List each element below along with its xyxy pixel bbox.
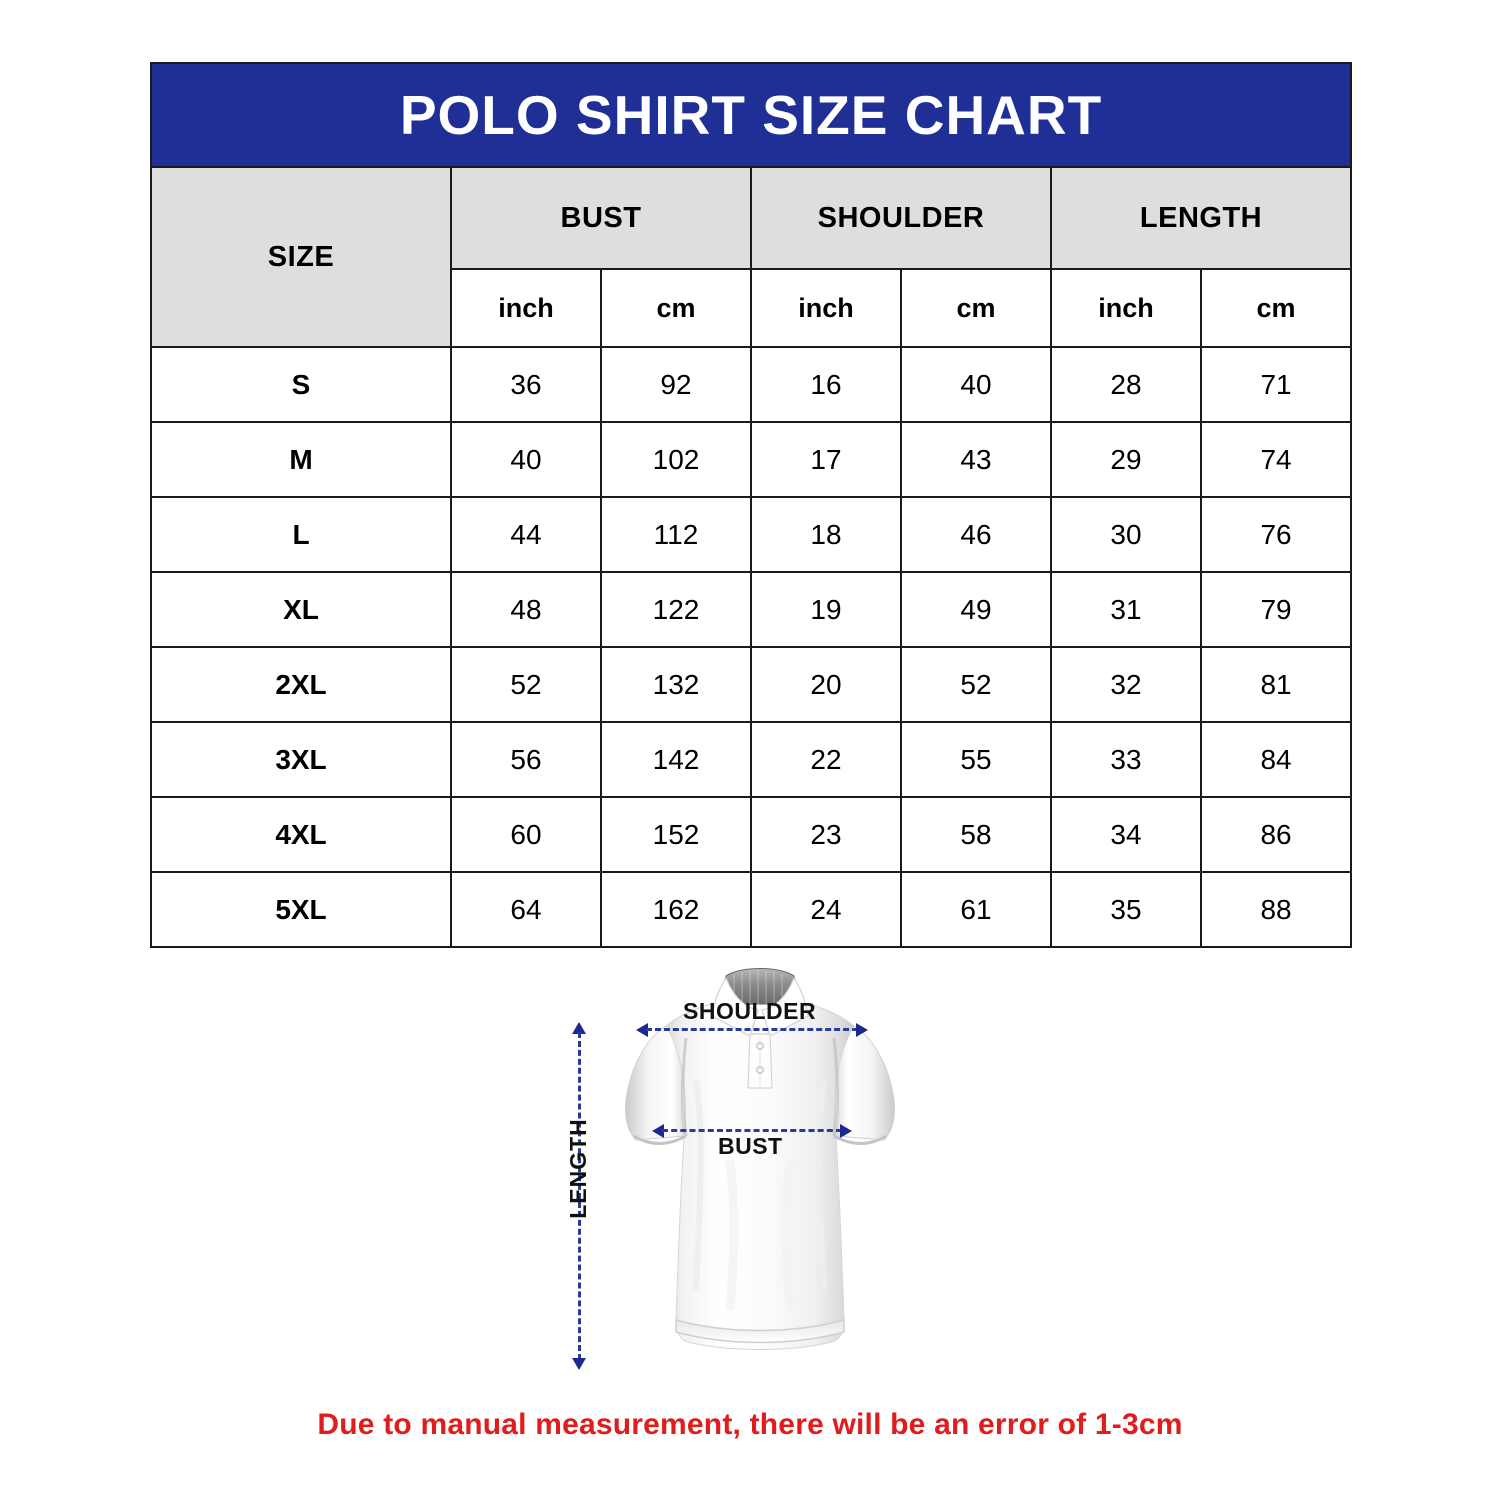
cell-size: 5XL <box>150 871 452 948</box>
cell-bust-inch: 44 <box>450 496 602 573</box>
cell-length-inch: 30 <box>1050 496 1202 573</box>
cell-bust-cm: 162 <box>600 871 752 948</box>
arrow-left-icon <box>636 1023 648 1037</box>
dashed-line <box>646 1028 858 1031</box>
cell-shoulder-cm: 40 <box>900 346 1052 423</box>
cell-bust-cm: 122 <box>600 571 752 648</box>
cell-shoulder-inch: 22 <box>750 721 902 798</box>
arrow-right-icon <box>840 1124 852 1138</box>
cell-length-cm: 86 <box>1199 796 1353 873</box>
cell-length-inch: 31 <box>1050 571 1202 648</box>
measurement-disclaimer: Due to manual measurement, there will be… <box>317 1408 1183 1441</box>
cell-shoulder-cm: 58 <box>900 796 1052 873</box>
cell-size: S <box>150 346 452 423</box>
unit-header-length-cm: cm <box>1199 268 1353 348</box>
group-header-row: SIZE BUST SHOULDER LENGTH <box>150 166 1353 348</box>
length-measure-label: LENGTH <box>564 1118 591 1219</box>
cell-length-cm: 81 <box>1199 646 1353 723</box>
cell-shoulder-inch: 20 <box>750 646 902 723</box>
column-header-shoulder: SHOULDER <box>750 166 1052 270</box>
cell-shoulder-inch: 24 <box>750 871 902 948</box>
size-chart-table-container: POLO SHIRT SIZE CHART SIZE BUST SHOULDER… <box>149 62 1353 948</box>
cell-bust-inch: 56 <box>450 721 602 798</box>
cell-length-inch: 33 <box>1050 721 1202 798</box>
unit-header-bust-inch: inch <box>450 268 602 348</box>
column-header-size: SIZE <box>150 166 452 348</box>
cell-bust-inch: 52 <box>450 646 602 723</box>
unit-header-row: inch cm inch cm inch cm <box>151 268 1353 348</box>
cell-length-cm: 71 <box>1199 346 1353 423</box>
dashed-line <box>578 1032 581 1360</box>
cell-length-inch: 29 <box>1050 421 1202 498</box>
cell-shoulder-inch: 19 <box>750 571 902 648</box>
cell-bust-inch: 36 <box>450 346 602 423</box>
table-row: M 40 102 17 43 29 74 <box>150 421 1353 498</box>
table-row: 5XL 64 162 24 61 35 88 <box>150 871 1353 948</box>
shoulder-measure-arrow <box>636 1023 868 1037</box>
cell-bust-inch: 40 <box>450 421 602 498</box>
table-row: S 36 92 16 40 28 71 <box>150 346 1353 423</box>
table-row: L 44 112 18 46 30 76 <box>150 496 1353 573</box>
cell-length-inch: 28 <box>1050 346 1202 423</box>
cell-shoulder-inch: 18 <box>750 496 902 573</box>
unit-header-length-inch: inch <box>1050 268 1202 348</box>
cell-shoulder-cm: 55 <box>900 721 1052 798</box>
table-body: S 36 92 16 40 28 71 M 40 102 17 43 29 74… <box>150 346 1353 948</box>
polo-shirt-illustration <box>600 960 920 1370</box>
page-title: POLO SHIRT SIZE CHART <box>149 62 1353 168</box>
cell-shoulder-cm: 46 <box>900 496 1052 573</box>
dashed-line <box>662 1129 842 1132</box>
length-measure-arrow <box>572 1022 586 1370</box>
cell-size: M <box>150 421 452 498</box>
arrow-right-icon <box>856 1023 868 1037</box>
unit-header-shoulder-cm: cm <box>900 268 1052 348</box>
cell-bust-cm: 152 <box>600 796 752 873</box>
arrow-up-icon <box>572 1022 586 1034</box>
table-head: POLO SHIRT SIZE CHART SIZE BUST SHOULDER… <box>149 62 1353 348</box>
table-row: 4XL 60 152 23 58 34 86 <box>150 796 1353 873</box>
cell-shoulder-cm: 52 <box>900 646 1052 723</box>
column-header-length: LENGTH <box>1049 166 1353 270</box>
column-header-bust: BUST <box>450 166 752 270</box>
cell-length-inch: 35 <box>1050 871 1202 948</box>
cell-length-cm: 74 <box>1199 421 1353 498</box>
unit-header-bust-cm: cm <box>600 268 752 348</box>
cell-bust-cm: 132 <box>600 646 752 723</box>
cell-shoulder-inch: 23 <box>750 796 902 873</box>
cell-length-cm: 76 <box>1199 496 1353 573</box>
table-row: 2XL 52 132 20 52 32 81 <box>150 646 1353 723</box>
cell-bust-inch: 48 <box>450 571 602 648</box>
cell-bust-inch: 60 <box>450 796 602 873</box>
cell-size: 2XL <box>150 646 452 723</box>
cell-bust-cm: 92 <box>600 346 752 423</box>
cell-bust-inch: 64 <box>450 871 602 948</box>
arrow-down-icon <box>572 1358 586 1370</box>
unit-header-shoulder-inch: inch <box>750 268 902 348</box>
cell-size: XL <box>150 571 452 648</box>
cell-shoulder-inch: 16 <box>750 346 902 423</box>
cell-size: 3XL <box>150 721 452 798</box>
cell-shoulder-inch: 17 <box>750 421 902 498</box>
cell-shoulder-cm: 61 <box>900 871 1052 948</box>
cell-bust-cm: 102 <box>600 421 752 498</box>
table-row: 3XL 56 142 22 55 33 84 <box>150 721 1353 798</box>
cell-length-cm: 84 <box>1199 721 1353 798</box>
bust-measure-label: BUST <box>718 1133 783 1159</box>
cell-shoulder-cm: 49 <box>900 571 1052 648</box>
size-chart-table: POLO SHIRT SIZE CHART SIZE BUST SHOULDER… <box>149 62 1353 948</box>
cell-length-inch: 34 <box>1050 796 1202 873</box>
cell-shoulder-cm: 43 <box>900 421 1052 498</box>
cell-bust-cm: 142 <box>600 721 752 798</box>
cell-length-cm: 88 <box>1199 871 1353 948</box>
cell-bust-cm: 112 <box>600 496 752 573</box>
shoulder-measure-label: SHOULDER <box>683 998 817 1024</box>
title-row: POLO SHIRT SIZE CHART <box>149 62 1353 168</box>
cell-length-inch: 32 <box>1050 646 1202 723</box>
table-row: XL 48 122 19 49 31 79 <box>150 571 1353 648</box>
bust-measure-arrow <box>652 1124 852 1138</box>
cell-size: L <box>150 496 452 573</box>
arrow-left-icon <box>652 1124 664 1138</box>
cell-size: 4XL <box>150 796 452 873</box>
cell-length-cm: 79 <box>1199 571 1353 648</box>
